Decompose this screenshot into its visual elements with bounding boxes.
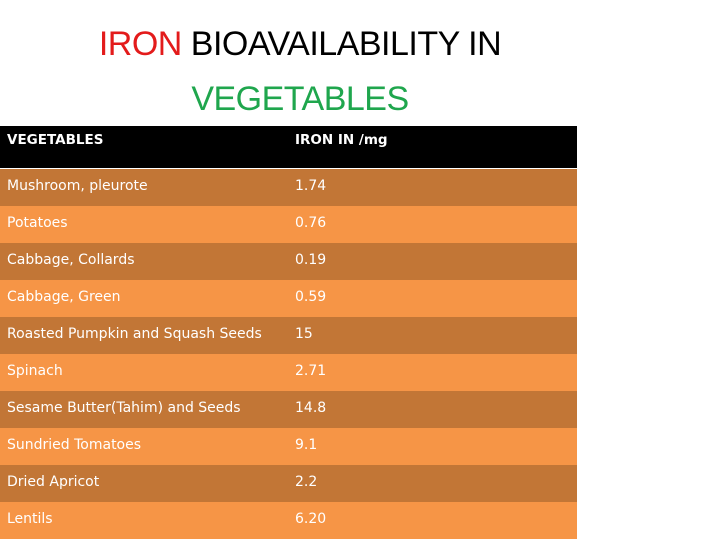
header-iron: IRON IN /mg xyxy=(288,126,577,169)
title-bioavailability-text: BIOAVAILABILITY IN xyxy=(181,25,502,63)
header-vegetables: VEGETABLES xyxy=(0,126,288,169)
vegetable-cell: Sundried Tomatoes xyxy=(0,428,288,465)
iron-cell: 1.74 xyxy=(288,168,577,206)
iron-cell: 14.8 xyxy=(288,391,577,428)
table-row: Lentils 6.20 xyxy=(0,502,577,539)
vegetable-cell: Potatoes xyxy=(0,206,288,243)
table-row: Sundried Tomatoes 9.1 xyxy=(0,428,577,465)
slide-title-line-1: IRON BIOAVAILABILITY IN xyxy=(0,24,600,64)
table-row: Roasted Pumpkin and Squash Seeds 15 xyxy=(0,317,577,354)
iron-cell: 2.2 xyxy=(288,465,577,502)
vegetable-cell: Lentils xyxy=(0,502,288,539)
iron-cell: 0.76 xyxy=(288,206,577,243)
vegetable-cell: Dried Apricot xyxy=(0,465,288,502)
vegetable-cell: Mushroom, pleurote xyxy=(0,168,288,206)
iron-cell: 0.19 xyxy=(288,243,577,280)
vegetable-cell: Cabbage, Collards xyxy=(0,243,288,280)
iron-cell: 15 xyxy=(288,317,577,354)
vegetable-cell: Sesame Butter(Tahim) and Seeds xyxy=(0,391,288,428)
vegetable-cell: Cabbage, Green xyxy=(0,280,288,317)
title-iron-word: IRON xyxy=(98,25,183,63)
vegetable-cell: Roasted Pumpkin and Squash Seeds xyxy=(0,317,288,354)
table-row: Sesame Butter(Tahim) and Seeds 14.8 xyxy=(0,391,577,428)
table-row: Potatoes 0.76 xyxy=(0,206,577,243)
table-row: Cabbage, Green 0.59 xyxy=(0,280,577,317)
iron-content-table: VEGETABLES IRON IN /mg Mushroom, pleurot… xyxy=(0,126,577,539)
iron-cell: 2.71 xyxy=(288,354,577,391)
iron-cell: 9.1 xyxy=(288,428,577,465)
table-row: Cabbage, Collards 0.19 xyxy=(0,243,577,280)
slide-title-line-2: VEGETABLES xyxy=(0,79,600,119)
title-vegetables-word: VEGETABLES xyxy=(191,80,409,118)
iron-cell: 0.59 xyxy=(288,280,577,317)
iron-cell: 6.20 xyxy=(288,502,577,539)
table-row: Dried Apricot 2.2 xyxy=(0,465,577,502)
table-header-row: VEGETABLES IRON IN /mg xyxy=(0,126,577,169)
table-row: Mushroom, pleurote 1.74 xyxy=(0,168,577,206)
table-row: Spinach 2.71 xyxy=(0,354,577,391)
vegetable-cell: Spinach xyxy=(0,354,288,391)
